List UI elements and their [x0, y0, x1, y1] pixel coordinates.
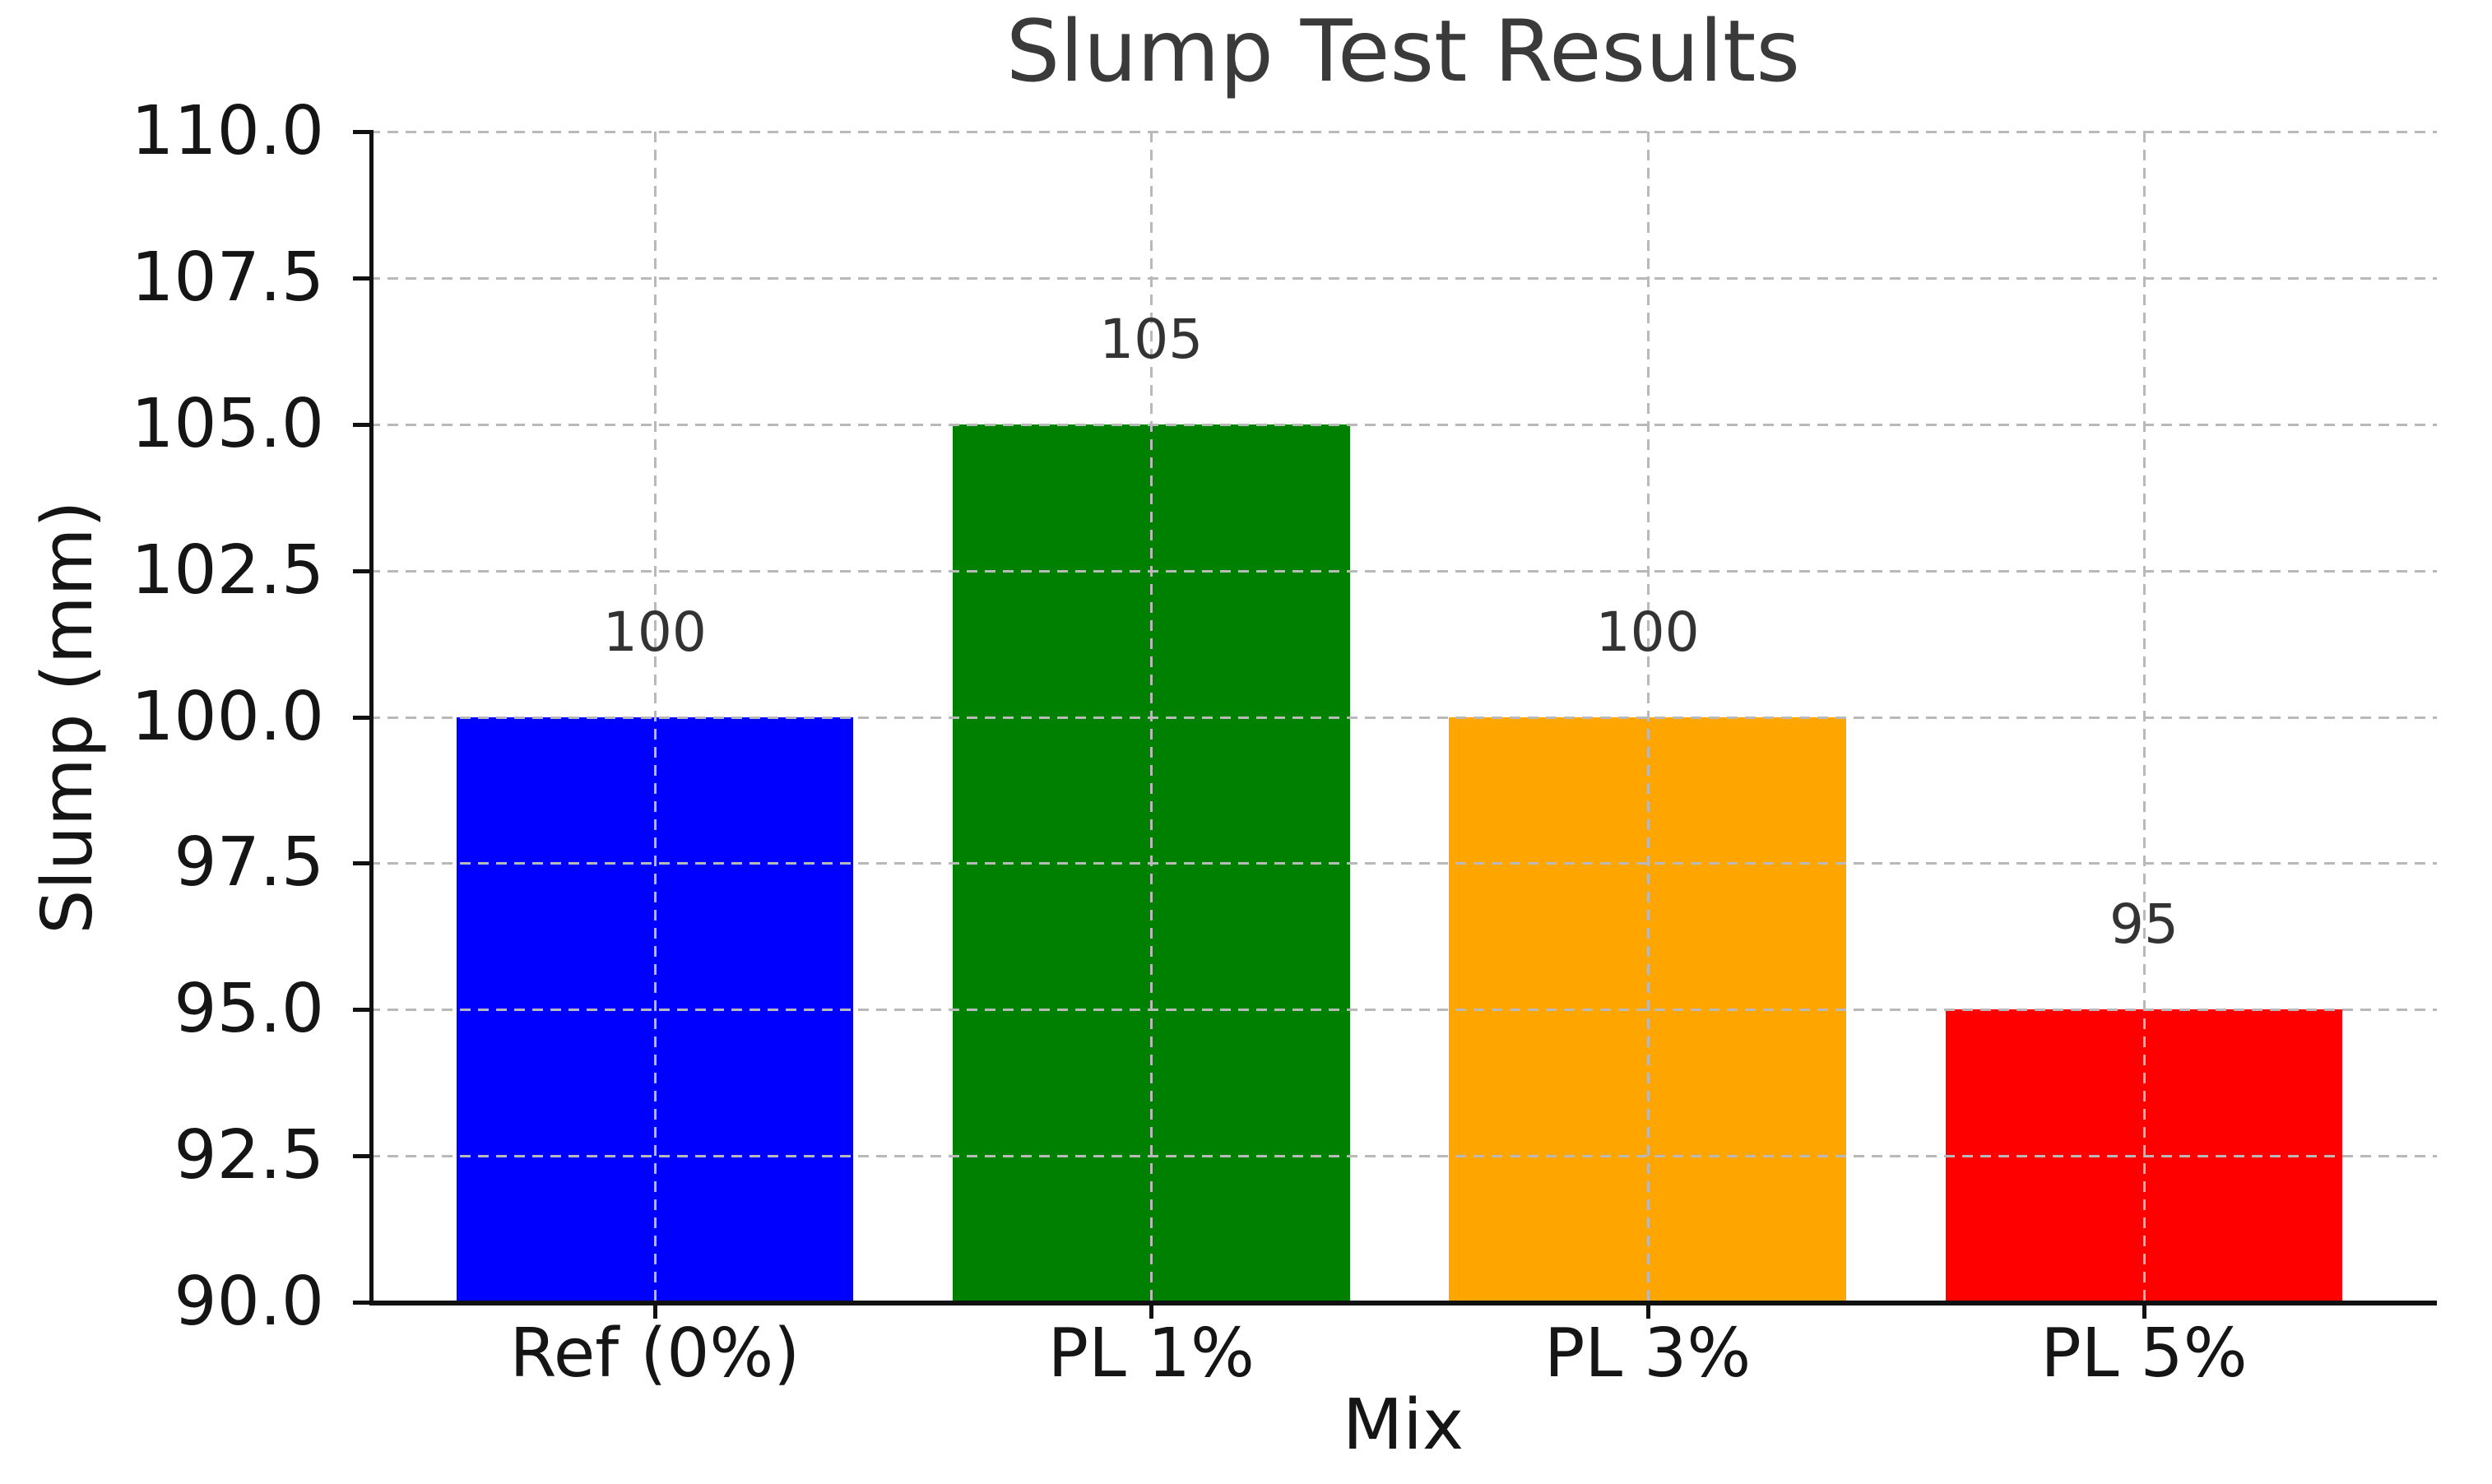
- x-axis-spine: [369, 1301, 2437, 1305]
- x-tick-label: PL 5%: [2040, 1315, 2248, 1393]
- x-tick-label: PL 3%: [1543, 1315, 1752, 1393]
- y-tick-mark: [353, 422, 369, 427]
- y-tick-label: 95.0: [174, 970, 324, 1049]
- y-axis-spine: [369, 130, 374, 1305]
- chart-title: Slump Test Results: [1005, 2, 1801, 101]
- x-tick-mark: [652, 1302, 657, 1319]
- bar-value-label: 100: [602, 600, 707, 664]
- y-tick-mark: [353, 715, 369, 720]
- bar-value-label: 95: [2109, 893, 2179, 957]
- x-tick-mark: [1645, 1302, 1650, 1319]
- plot-area: [369, 131, 2437, 1304]
- x-tick-mark: [2142, 1302, 2147, 1319]
- y-tick-mark: [353, 568, 369, 573]
- y-tick-label: 102.5: [131, 531, 324, 610]
- y-tick-label: 97.5: [174, 823, 324, 902]
- x-tick-mark: [1149, 1302, 1154, 1319]
- bar-value-label: 100: [1595, 600, 1700, 664]
- x-tick-label: PL 1%: [1047, 1315, 1255, 1393]
- y-gridline: [369, 276, 2437, 280]
- y-tick-mark: [353, 1154, 369, 1159]
- y-tick-mark: [353, 1301, 369, 1305]
- y-gridline: [369, 423, 2437, 426]
- bar-pl-3-: [1449, 716, 1846, 1302]
- y-tick-label: 107.5: [131, 238, 324, 317]
- bar-value-label: 105: [1099, 307, 1204, 371]
- y-gridline: [369, 131, 2437, 133]
- bar-pl-1-: [952, 424, 1350, 1302]
- y-tick-mark: [353, 276, 369, 281]
- y-tick-label: 92.5: [174, 1116, 324, 1195]
- y-tick-label: 100.0: [131, 677, 324, 756]
- y-tick-label: 110.0: [131, 92, 324, 170]
- bar-pl-5-: [1945, 1009, 2343, 1302]
- y-tick-mark: [353, 1008, 369, 1013]
- x-axis-label: Mix: [1342, 1384, 1464, 1466]
- bar-ref-0-: [456, 716, 854, 1302]
- y-tick-label: 90.0: [174, 1263, 324, 1341]
- y-gridline: [369, 569, 2437, 573]
- x-tick-label: Ref (0%): [509, 1315, 801, 1393]
- y-tick-label: 105.0: [131, 384, 324, 463]
- y-tick-mark: [353, 861, 369, 866]
- y-tick-mark: [353, 130, 369, 134]
